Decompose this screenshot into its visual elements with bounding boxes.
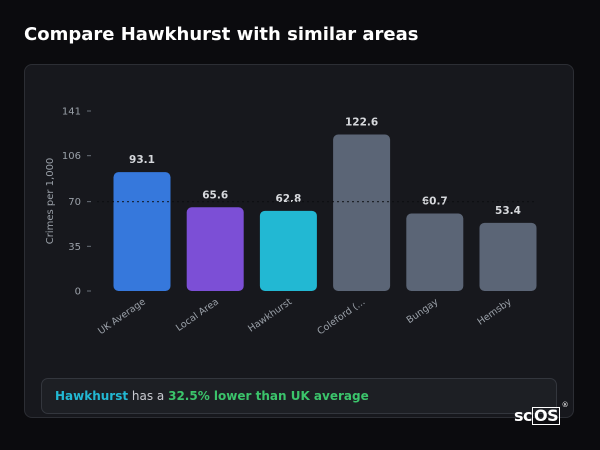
bar bbox=[259, 210, 317, 291]
page-title: Compare Hawkhurst with similar areas bbox=[24, 24, 419, 45]
bar bbox=[333, 134, 391, 291]
comparison-summary: Hawkhurst has a 32.5% lower than UK aver… bbox=[41, 378, 557, 414]
bar-chart: Crimes per 1,000 0 35 70 106 141 93.1 UK Averag… bbox=[45, 107, 537, 337]
brand-boxed: OS bbox=[532, 406, 561, 425]
y-tick-label: 106 bbox=[62, 151, 81, 162]
y-tick-label: 141 bbox=[62, 107, 81, 118]
x-tick-label: Coleford (... bbox=[315, 296, 367, 337]
summary-text: has a bbox=[128, 389, 169, 403]
x-tick-label: Hemsby bbox=[476, 296, 514, 328]
bar-value-label: 65.6 bbox=[202, 189, 228, 201]
y-axis-label: Crimes per 1,000 bbox=[45, 158, 56, 245]
bar-value-label: 60.7 bbox=[422, 196, 448, 208]
y-tick-label: 70 bbox=[68, 197, 81, 208]
x-tick-label: Local Area bbox=[174, 296, 221, 333]
x-tick-label: Hawkhurst bbox=[246, 296, 294, 334]
summary-difference: 32.5% lower than UK average bbox=[168, 389, 369, 403]
brand-prefix: sc bbox=[514, 406, 533, 425]
y-tick-label: 0 bbox=[75, 287, 81, 298]
bar bbox=[479, 222, 537, 291]
brand-reg: ® bbox=[561, 401, 569, 409]
bar bbox=[406, 213, 464, 291]
bar-value-label: 53.4 bbox=[495, 205, 521, 217]
bar-value-label: 122.6 bbox=[345, 116, 378, 128]
x-tick-label: UK Average bbox=[96, 296, 148, 337]
x-tick-label: Bungay bbox=[405, 296, 441, 326]
bar bbox=[186, 207, 244, 291]
bar-value-label: 62.8 bbox=[275, 193, 301, 205]
brand-logo: sc OS ® bbox=[514, 401, 569, 425]
bar-value-label: 93.1 bbox=[129, 154, 155, 166]
bar bbox=[113, 172, 171, 291]
y-tick-label: 35 bbox=[68, 242, 81, 253]
chart-card: Crimes per 1,000 0 35 70 106 141 93.1 UK Averag… bbox=[24, 64, 574, 418]
summary-area: Hawkhurst bbox=[55, 389, 129, 403]
